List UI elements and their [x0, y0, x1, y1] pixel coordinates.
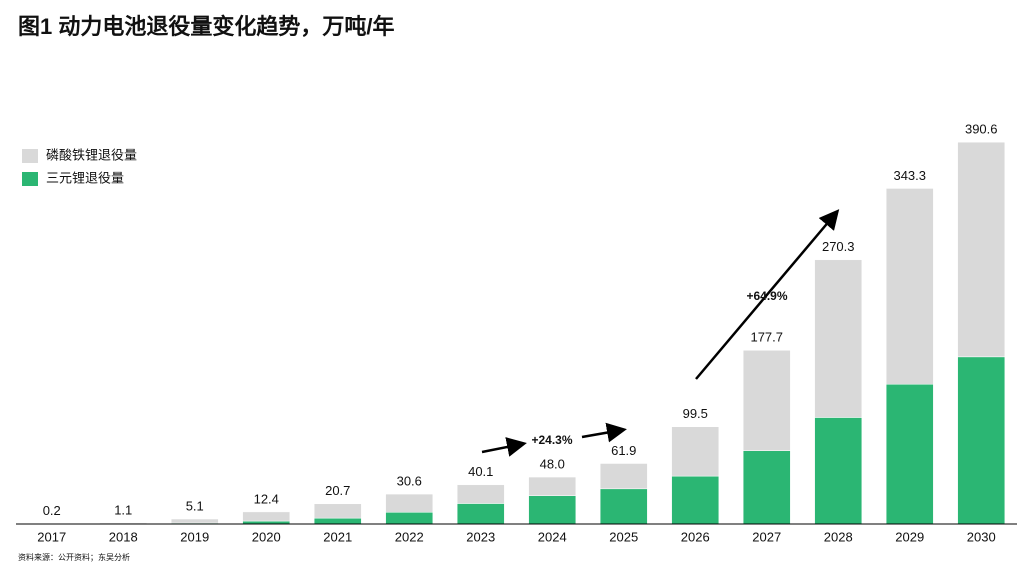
x-tick-label: 2023: [466, 529, 495, 544]
total-label: 61.9: [611, 443, 636, 458]
bar-segment: [313, 517, 362, 525]
total-label: 30.6: [397, 474, 422, 489]
x-tick-label: 2030: [967, 529, 996, 544]
x-tick-label: 2026: [681, 529, 710, 544]
bar-segment: [742, 450, 791, 525]
bar-segment: [671, 475, 720, 525]
chart-title: 图1 动力电池退役量变化趋势，万吨/年: [18, 14, 394, 39]
bar-segment: [313, 503, 362, 519]
annotation: +24.3%: [531, 433, 572, 447]
total-label: 390.6: [965, 122, 998, 137]
x-tick-label: 2019: [180, 529, 209, 544]
bar-segment: [385, 493, 434, 513]
legend-swatch: [22, 149, 38, 163]
legend-label: 三元锂退役量: [46, 170, 124, 185]
bar-segment: [456, 503, 505, 525]
bar-segment: [528, 476, 577, 496]
bar-segment: [814, 259, 863, 418]
arrow: [581, 422, 627, 443]
x-tick-label: 2018: [109, 529, 138, 544]
bar-segment: [814, 417, 863, 525]
total-label: 48.0: [540, 457, 565, 472]
bar-segment: [957, 141, 1006, 358]
bar-segment: [528, 495, 577, 525]
total-label: 12.4: [254, 491, 279, 506]
x-tick-label: 2017: [37, 529, 66, 544]
x-tick-label: 2025: [609, 529, 638, 544]
arrow: [695, 209, 840, 380]
bar-segment: [671, 426, 720, 477]
bar-segment: [885, 383, 934, 525]
x-tick-label: 2029: [895, 529, 924, 544]
total-label: 5.1: [186, 498, 204, 513]
total-label: 270.3: [822, 239, 855, 254]
legend-swatch: [22, 172, 38, 186]
bar-segment: [456, 484, 505, 504]
source: 资料来源：公开资料；东吴分析: [18, 552, 130, 562]
x-tick-label: 2020: [252, 529, 281, 544]
bar-segment: [385, 512, 434, 525]
annotation: +64.9%: [746, 289, 787, 303]
total-label: 20.7: [325, 483, 350, 498]
total-label: 177.7: [750, 330, 783, 345]
arrow: [481, 437, 527, 457]
total-label: 0.2: [43, 503, 61, 518]
total-label: 99.5: [683, 406, 708, 421]
x-tick-label: 2028: [824, 529, 853, 544]
bar-segment: [599, 488, 648, 525]
x-tick-label: 2027: [752, 529, 781, 544]
bar-segment: [885, 188, 934, 385]
x-tick-label: 2021: [323, 529, 352, 544]
x-tick-label: 2022: [395, 529, 424, 544]
legend-label: 磷酸铁锂退役量: [46, 147, 137, 162]
bar-segment: [170, 518, 219, 524]
x-tick-label: 2024: [538, 529, 567, 544]
bar-segment: [957, 356, 1006, 525]
total-label: 1.1: [114, 502, 132, 517]
total-label: 343.3: [893, 168, 926, 183]
total-label: 40.1: [468, 464, 493, 479]
bar-segment: [742, 350, 791, 451]
bar-segment: [599, 463, 648, 490]
bar-segment: [242, 511, 291, 522]
